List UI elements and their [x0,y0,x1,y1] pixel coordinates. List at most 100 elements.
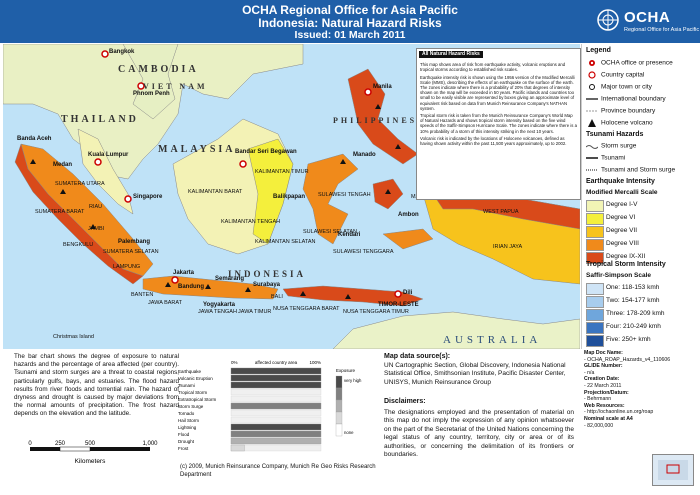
legend-item-ocha: OCHA office or presence [586,59,673,69]
legend-title: Legend [586,47,611,54]
city-balikpapan: Balikpapan [273,194,306,200]
volcano-icon [30,159,36,164]
province-sumatera-utara: SUMATERA UTARA [55,181,105,187]
info-paragraph: Volcanic risk is indicated by the locati… [420,135,567,147]
swatch-color [586,239,604,251]
city-phnom-penh: Phnom Penh [133,91,170,97]
city-singapore: Singapore [133,194,163,200]
copyright: (c) 2009, Munich Reinsurance Company, Mu… [180,464,376,478]
exposure-swatch [335,411,343,425]
city-kendari: Kendari [338,232,361,238]
city-surabaya: Surabaya [253,282,281,288]
category-label: Drought [178,439,195,444]
meta-value: - OCHA_ROAP_Hazards_v4_110606 [584,356,671,363]
city-manado: Manado [353,152,376,158]
scale-bar: 0 250 500 1,000 Kilometers [28,441,158,465]
bar [230,381,322,389]
volcano-icon [375,104,381,109]
province-kalimantan-timur: KALIMANTAN TIMUR [255,169,309,175]
province-irian-jaya: IRIAN JAYA [493,244,523,250]
town-icon [589,84,595,90]
swatch-label: Degree VIII [606,240,639,247]
header-banner: OCHA Regional Office for Asia Pacific In… [0,0,700,43]
country-label-malaysia: MALAYSIA [158,144,236,155]
legend-swatch-eq_items: Degree VI [586,213,696,225]
disclaimer-title: Disclaimers: [384,398,426,405]
x-tick-label: 0% [231,360,238,365]
swatch-color [586,296,604,308]
maluku-south [382,228,434,250]
exposure-swatch [335,375,343,389]
meta-label: Web Resources: [584,402,625,409]
category-label: Frost [178,446,189,451]
legend-item-intl-boundary: International boundary [586,95,666,105]
x-tick-label: 100% [309,360,321,365]
city-palembang: Palembang [118,239,151,245]
category-label: Volcanic Eruption [178,376,213,381]
info-paragraph: Tropical storm risk is taken from the Mu… [420,113,577,134]
city-bangkok: Bangkok [109,49,135,55]
category-label: Tropical Storm [178,390,207,395]
city-medan: Medan [53,162,73,168]
capital-icon [364,88,372,96]
province-jawa-barat: JAWA BARAT [148,300,183,306]
swatch-label: Two: 154-177 kmh [606,297,660,304]
meta-value: - 82,000,000 [584,422,614,429]
swatch-label: Degree IX-XII [606,253,646,260]
borneo-east [247,138,294,245]
sources-title: Map data source(s): [384,353,451,360]
swatch-label: Five: 250+ kmh [606,336,651,343]
city-ambon: Ambon [398,212,419,218]
volcano-icon [245,287,251,292]
disclaimer-text: The designations employed and the presen… [384,408,574,459]
meta-label: Nominal scale at A4 [584,415,633,422]
bar-background [230,409,322,417]
province-sumatera-barat: SUMATERA BARAT [35,209,85,215]
legend-item-volcano: Holocene volcano [586,119,653,129]
legend-panel: Legend OCHA office or presence Country c… [581,44,698,349]
volcano-icon [300,291,306,296]
swatch-color [586,335,604,347]
exposure-none-label: none [344,430,354,435]
province-ntb: NUSA TENGGARA BARAT [273,306,340,312]
sources-text: UN Cartographic Section, Global Discover… [384,361,566,386]
volcano-icon [90,224,96,229]
legend-swatch-storm_items: Four: 210-249 kmh [586,322,696,334]
province-bali: BALI [271,294,283,300]
ocha-office-icon [589,60,595,66]
sulawesi [302,153,359,245]
hazard-map[interactable]: CAMBODIA VIET NAM THAILAND MALAYSIA INDO… [3,44,580,349]
data-sources: Map data source(s): UN Cartographic Sect… [384,353,574,387]
province-kalimantan-selatan: KALIMANTAN SELATAN [255,239,316,245]
tsunami-storm-line-icon [586,169,598,171]
swatch-label: Degree VI [606,214,636,221]
volcano-icon [205,284,211,289]
boundary-line-icon [586,98,598,100]
city-banda-aceh: Banda Aceh [17,136,52,142]
swatch-label: Degree VII [606,227,638,234]
meta-value[interactable]: - http://ochaonline.un.org/roap [584,409,654,416]
legend-swatch-storm_items: Three: 178-209 kmh [586,309,696,321]
issued-date: Issued: 01 March 2011 [294,29,406,41]
capital-icon [124,195,132,203]
capital-icon [94,158,102,166]
bar-background [230,395,322,403]
legend-swatch-eq_items: Degree I-V [586,200,696,212]
meta-value: - n/a [584,369,595,376]
disclaimers: Disclaimers: The designations employed a… [384,398,574,460]
info-paragraph: This map shows area of risk from earthqu… [420,62,566,73]
legend-swatch-storm_items: One: 118-153 kmh [586,283,696,295]
swatch-color [586,213,604,225]
scale-unit: Kilometers [75,458,106,465]
province-kalimantan-barat: KALIMANTAN BARAT [188,189,243,195]
swatch-color [586,226,604,238]
country-label-cambodia: CAMBODIA [118,64,199,75]
volcano-icon [385,189,391,194]
map-canvas [3,44,580,349]
exposure-swatch [335,399,343,413]
info-box: All Natural Hazard Risks This map shows … [416,48,581,200]
province-sulawesi-tengah: SULAWESI TENGAH [318,192,371,198]
country-label-australia: AUSTRALIA [443,334,542,346]
legend-item-tsunami: Tsunami [586,154,625,164]
province-sulawesi-tenggara: SULAWESI TENGGARA [333,249,394,255]
